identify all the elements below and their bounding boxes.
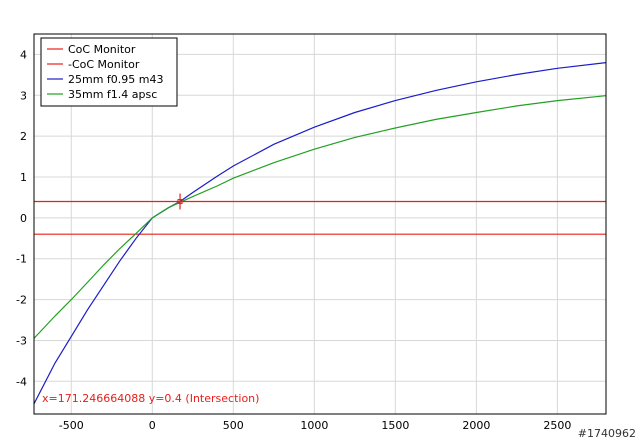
x-tick-label: 500 — [223, 419, 244, 432]
y-tick-label: 2 — [20, 130, 27, 143]
legend-label: -CoC Monitor — [68, 58, 140, 71]
y-tick-label: 0 — [20, 212, 27, 225]
grid — [34, 34, 606, 414]
x-tick-label: 0 — [149, 419, 156, 432]
y-tick-label: -2 — [16, 294, 27, 307]
legend-label: CoC Monitor — [68, 43, 136, 56]
intersection-annotation: x=171.246664088 y=0.4 (Intersection) — [42, 392, 259, 405]
intersection-marker — [176, 193, 185, 210]
watermark: #1740962 — [577, 427, 636, 440]
x-tick-label: 2000 — [462, 419, 490, 432]
y-tick-label: 1 — [20, 171, 27, 184]
tick-labels: -500 0 500 1000 1500 2000 2500 -4 -3 -2 -1 0 1 2 3 4 — [16, 48, 571, 432]
plot-area-frame — [33, 33, 607, 415]
x-tick-label: 1000 — [300, 419, 328, 432]
y-tick-label: 4 — [20, 48, 27, 61]
x-tick-label: -500 — [59, 419, 84, 432]
series-layer — [34, 62, 606, 405]
y-tick-label: -3 — [16, 334, 27, 347]
x-tick-label: 2500 — [543, 419, 571, 432]
legend-box — [40, 37, 178, 107]
legend: CoC Monitor -CoC Monitor 25mm f0.95 m43 35m… — [40, 37, 178, 107]
legend-label: 25mm f0.95 m43 — [68, 73, 164, 86]
series-line-3 — [34, 62, 606, 405]
y-tick-label: -1 — [16, 253, 27, 266]
marker-box — [177, 199, 183, 205]
y-tick-label: 3 — [20, 89, 27, 102]
x-tick-label: 1500 — [381, 419, 409, 432]
legend-label: 35mm f1.4 apsc — [68, 88, 157, 101]
series-line-4 — [34, 95, 606, 339]
y-tick-label: -4 — [16, 375, 27, 388]
